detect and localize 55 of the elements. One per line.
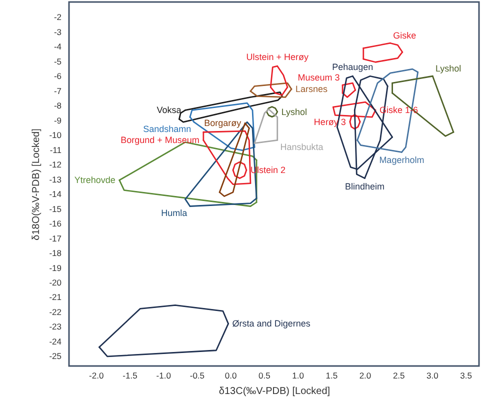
- y-tick-label: -4: [54, 42, 62, 52]
- series-label: Hansbukta: [280, 142, 324, 152]
- series-label: Borgarøy: [204, 118, 242, 128]
- x-tick-label: 1.0: [292, 370, 304, 380]
- y-tick-label: -12: [49, 160, 62, 170]
- x-tick-label: -1.0: [156, 370, 172, 380]
- x-tick-label: 1.5: [326, 370, 338, 380]
- y-tick-label: -3: [54, 26, 62, 37]
- x-tick-label: -0.5: [190, 370, 205, 380]
- series-label: Ytrehovde: [74, 175, 116, 186]
- y-tick-label: -20: [49, 278, 62, 288]
- series-label: Borgund + Museum: [120, 135, 200, 146]
- series-label: Giske: [393, 30, 416, 40]
- series-label: Humla: [161, 208, 188, 218]
- y-tick-label: -7: [54, 86, 62, 96]
- y-tick-label: -16: [49, 218, 62, 229]
- y-tick-label: -13: [49, 174, 62, 184]
- y-tick-label: -14: [49, 189, 62, 200]
- y-tick-label: -10: [49, 130, 62, 140]
- series-label: Lyshol: [281, 106, 308, 117]
- series-label: Sandshamn: [143, 124, 192, 134]
- series-label: Ulstein + Herøy: [246, 52, 309, 62]
- y-tick-label: -11: [50, 144, 62, 155]
- x-tick-label: -1.5: [122, 370, 138, 380]
- x-tick-label: 2.0: [359, 370, 372, 380]
- y-tick-label: -19: [49, 262, 62, 273]
- series-label: Magerholm: [379, 155, 424, 166]
- y-tick-label: -5: [54, 56, 62, 66]
- series-label: Lyshol: [435, 63, 462, 74]
- y-tick-label: -18: [49, 248, 62, 258]
- y-tick-label: -25: [49, 351, 62, 362]
- series-label: Voksa: [156, 105, 182, 116]
- y-tick-label: -21: [49, 292, 62, 302]
- x-tick-label: 0.5: [258, 370, 271, 380]
- x-axis-title: δ13C(‰V-PDB) [Locked]: [218, 386, 330, 397]
- x-tick-label: -2.0: [89, 370, 104, 380]
- y-tick-label: -9: [54, 115, 62, 126]
- y-tick-label: -6: [54, 71, 62, 82]
- x-tick-label: 3.5: [460, 370, 472, 380]
- x-tick-label: 2.5: [392, 370, 406, 380]
- y-tick-label: -23: [49, 322, 62, 332]
- x-tick-label: 0.0: [224, 370, 237, 380]
- y-tick-label: -22: [49, 306, 62, 317]
- y-tick-label: -15: [49, 204, 62, 214]
- series-label: Blindheim: [344, 181, 385, 192]
- y-tick-label: -17: [49, 233, 62, 244]
- y-tick-label: -8: [54, 100, 62, 111]
- x-tick-label: 3.0: [426, 370, 439, 380]
- y-tick-label: -2: [54, 12, 62, 22]
- series-label: Larsnes: [295, 84, 328, 94]
- series-label: Museum 3: [298, 72, 340, 82]
- series-label: Pehaugen: [332, 62, 374, 72]
- y-tick-label: -24: [49, 336, 62, 346]
- y-axis-title: δ18O(‰V-PDB) [Locked]: [31, 128, 42, 240]
- series-label: Ørsta and Digernes: [232, 318, 311, 329]
